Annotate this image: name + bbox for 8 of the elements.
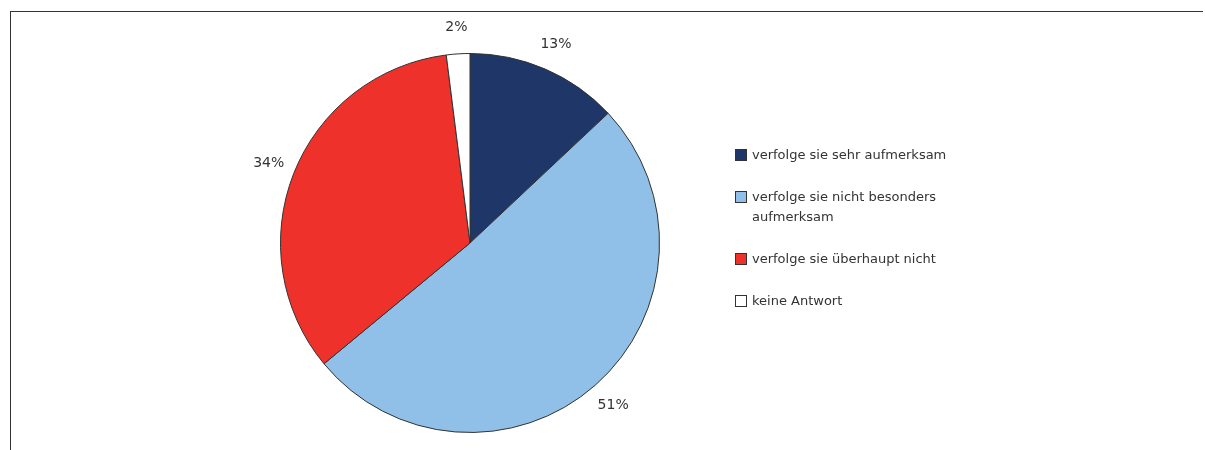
legend-label: verfolge sie nicht besonders aufmerksam	[752, 188, 938, 226]
data-label: 34%	[253, 153, 285, 170]
legend-label: verfolge sie sehr aufmerksam	[752, 146, 947, 164]
legend-label: keine Antwort	[752, 292, 843, 310]
data-label: 51%	[597, 396, 629, 413]
data-label: 2%	[445, 17, 468, 34]
data-label: 13%	[540, 34, 572, 51]
legend-label: verfolge sie überhaupt nicht	[752, 250, 936, 268]
